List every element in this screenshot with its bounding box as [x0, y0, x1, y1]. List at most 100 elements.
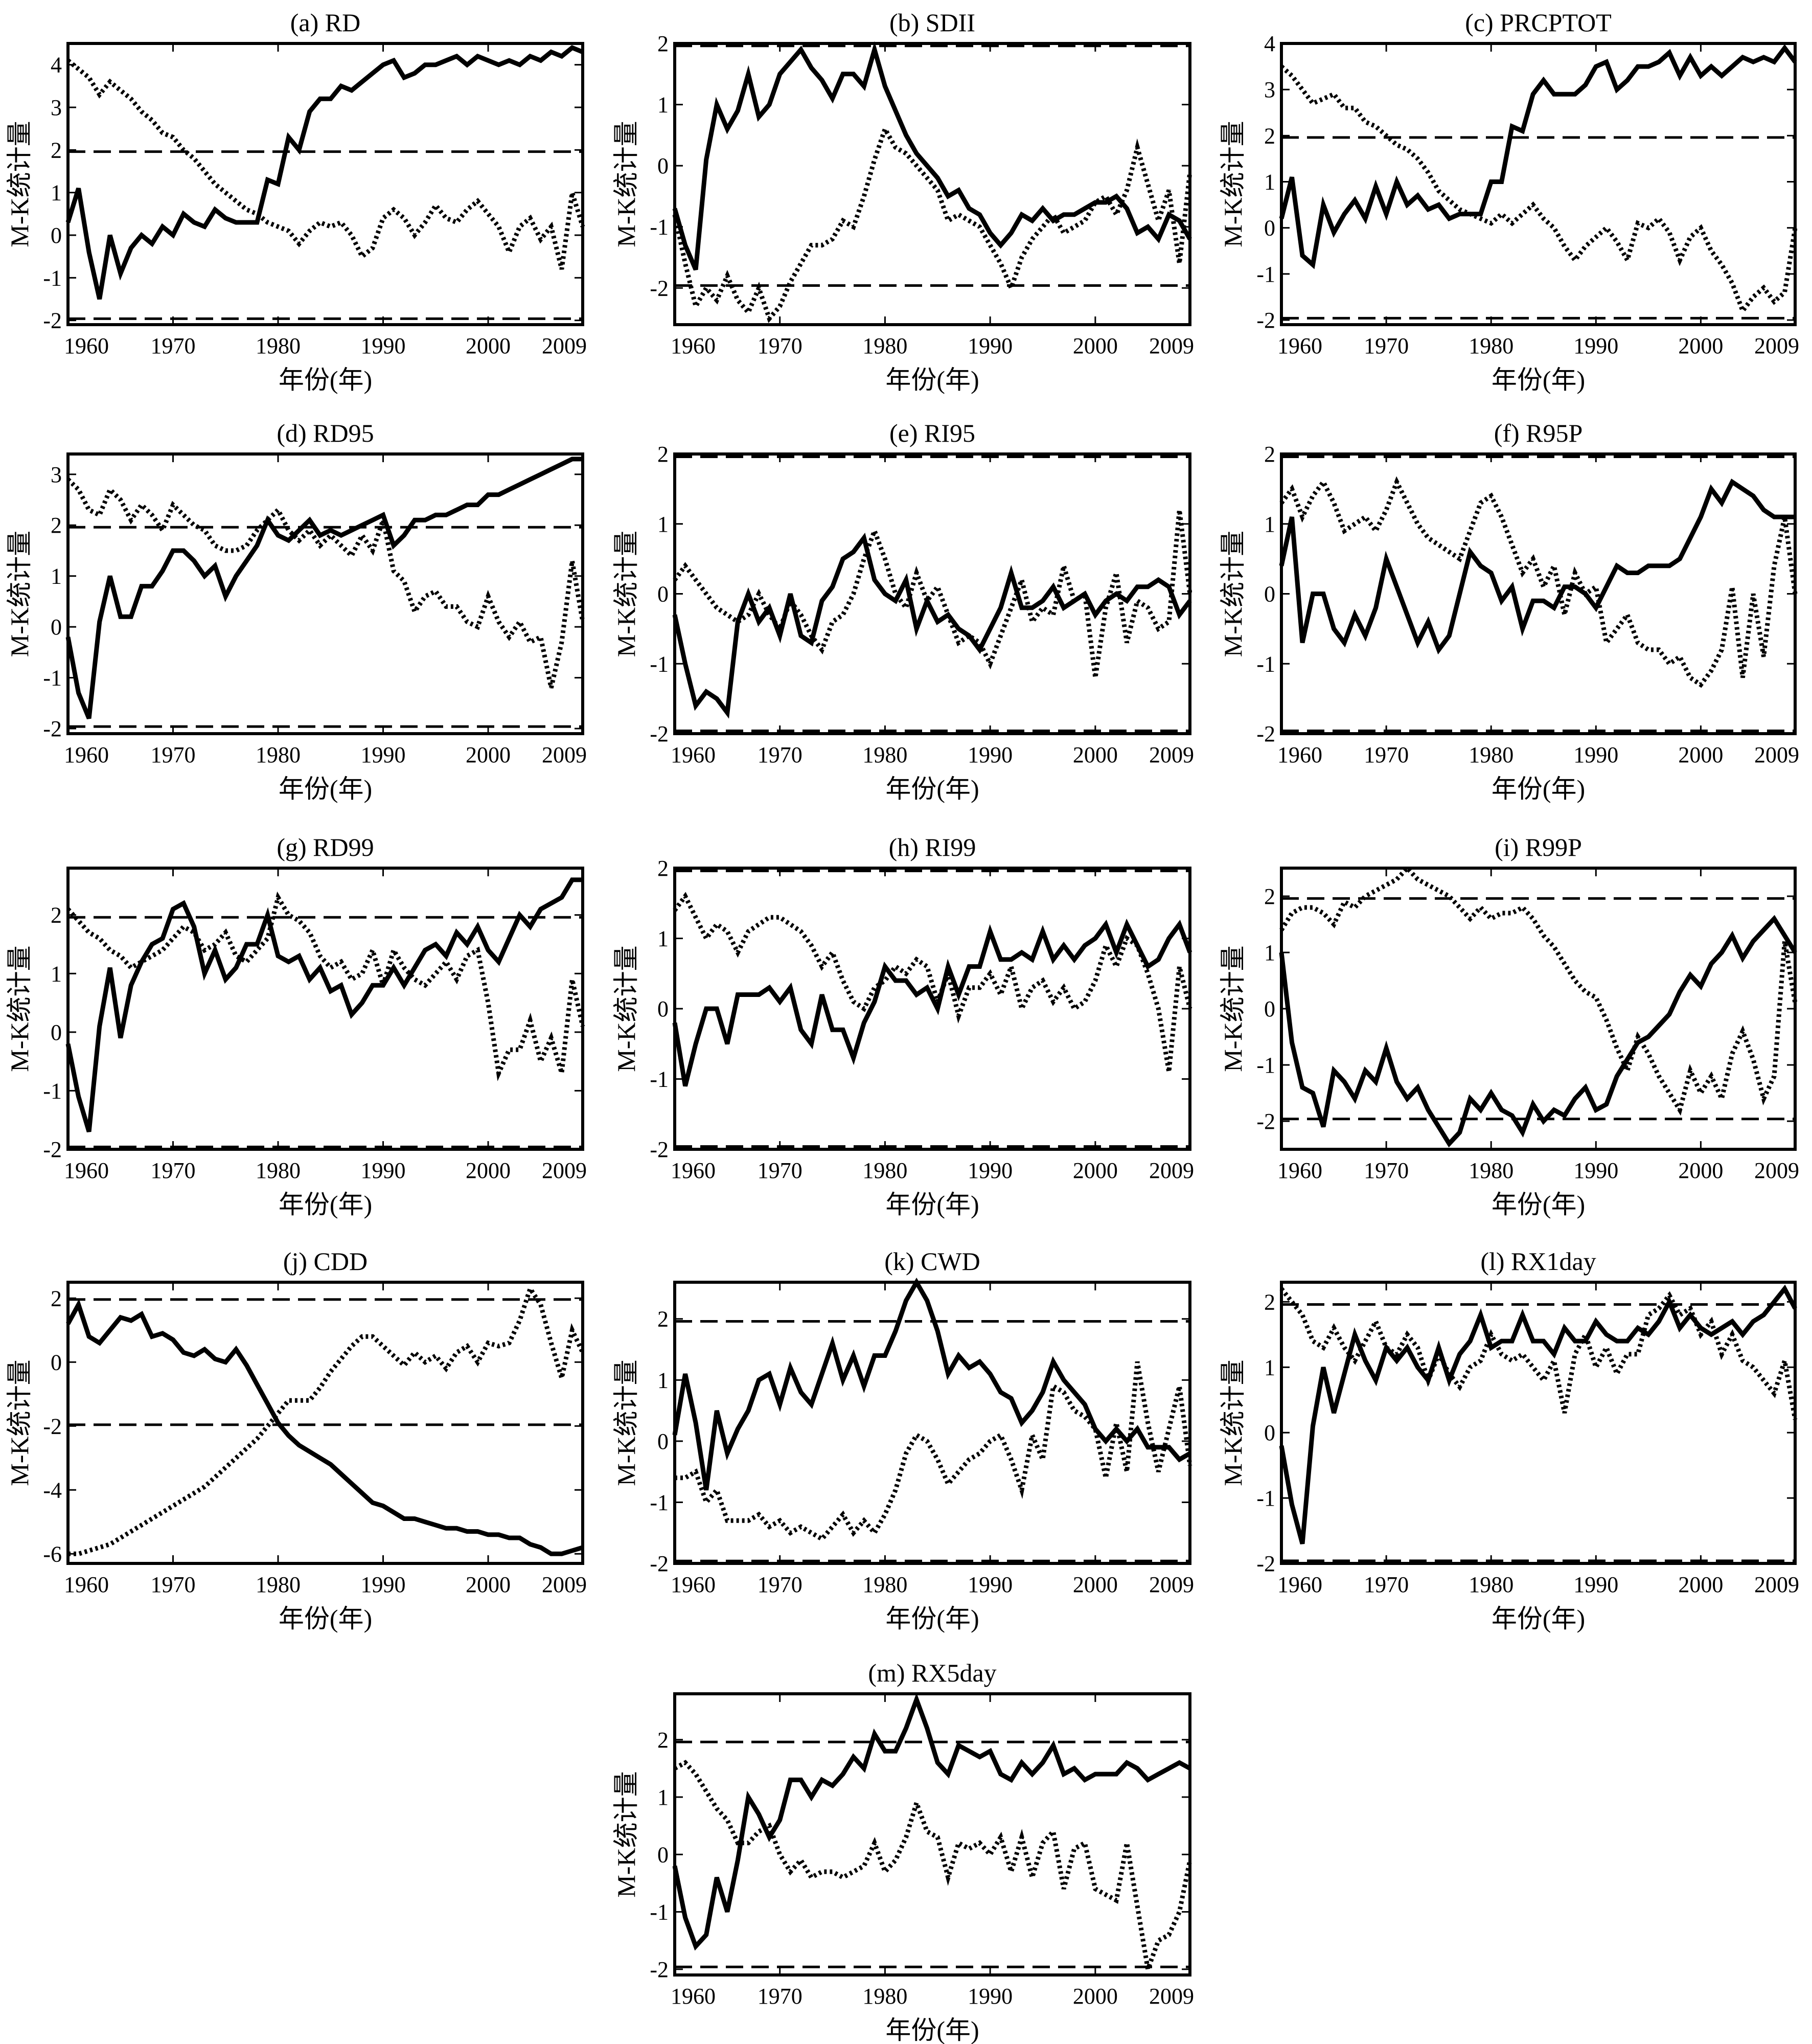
- y-tick-label: 2: [51, 903, 62, 928]
- plot-frame: [1280, 452, 1797, 735]
- x-axis-label: 年份(年): [885, 366, 979, 394]
- ub-backward-series-line: [673, 1760, 1192, 1979]
- x-tick-label: 1960: [671, 333, 716, 358]
- chart-title: (m) RX5day: [868, 1659, 996, 1687]
- y-tick-label: -1: [1256, 1053, 1275, 1078]
- y-tick-label: 1: [1264, 940, 1275, 965]
- chart-title: (j) CDD: [283, 1247, 368, 1276]
- x-tick-label: 1960: [671, 1984, 716, 2009]
- y-tick-label: 1: [1264, 1355, 1275, 1380]
- x-axis-label: 年份(年): [885, 1190, 979, 1219]
- plot-frame: [66, 452, 584, 735]
- x-tick-label: 1990: [361, 742, 406, 767]
- y-axis-label: M-K统计量: [1219, 121, 1247, 247]
- y-tick-label: 2: [657, 856, 669, 881]
- x-tick-label: 1990: [968, 1572, 1013, 1597]
- y-axis-label: M-K统计量: [612, 1771, 640, 1897]
- x-tick-label: 1980: [862, 1984, 907, 2009]
- y-tick-label: -2: [43, 1137, 62, 1162]
- x-tick-label: 1990: [968, 742, 1013, 767]
- y-tick-label: -2: [43, 716, 62, 741]
- ub-backward-series-line: [673, 509, 1192, 678]
- x-tick-label: 2000: [1678, 1158, 1723, 1183]
- x-axis-label: 年份(年): [279, 1190, 372, 1219]
- x-tick-label: 2009: [542, 1158, 587, 1183]
- uf-forward-series-line: [65, 45, 584, 300]
- y-tick-label: -2: [650, 1137, 669, 1162]
- chart-title: (f) R95P: [1494, 419, 1583, 447]
- x-tick-label: 1990: [1573, 1572, 1618, 1597]
- x-tick-label: 1990: [1573, 333, 1618, 358]
- chart-title: (l) RX1day: [1480, 1247, 1596, 1276]
- y-tick-label: 3: [1264, 77, 1275, 102]
- uf-forward-series-line: [66, 1299, 584, 1556]
- y-tick-label: 0: [1264, 1420, 1275, 1445]
- x-tick-label: 1970: [1364, 1158, 1409, 1183]
- y-tick-label: 3: [51, 95, 62, 120]
- x-tick-label: 1970: [758, 333, 802, 358]
- chart-title: (b) SDII: [889, 8, 975, 37]
- y-tick-label: 4: [1264, 31, 1275, 56]
- y-tick-label: 2: [1264, 442, 1275, 467]
- uf-forward-series-line: [672, 1277, 1191, 1491]
- x-axis-label: 年份(年): [279, 366, 372, 394]
- y-tick-label: 1: [51, 961, 62, 986]
- chart-title: (i) R99P: [1495, 833, 1582, 861]
- y-tick-label: -4: [43, 1478, 62, 1503]
- y-tick-label: 4: [51, 53, 62, 78]
- ub-backward-series-line: [1279, 1287, 1798, 1420]
- x-tick-label: 1970: [1364, 742, 1409, 767]
- x-tick-label: 1980: [862, 1158, 907, 1183]
- x-tick-label: 1970: [151, 742, 196, 767]
- y-tick-label: -1: [650, 215, 669, 240]
- y-tick-label: -1: [650, 1067, 669, 1092]
- y-axis-label: M-K统计量: [612, 121, 640, 247]
- y-tick-label: -1: [650, 1900, 669, 1925]
- y-tick-label: -2: [1256, 1109, 1275, 1134]
- uf-forward-series-line: [65, 457, 583, 719]
- ub-backward-series-line: [1279, 865, 1798, 1116]
- x-tick-label: 2009: [1149, 742, 1194, 767]
- y-axis-label: M-K统计量: [1219, 1359, 1247, 1486]
- ub-backward-series-line: [66, 891, 585, 1081]
- x-tick-label: 2000: [1073, 333, 1118, 358]
- y-tick-label: 0: [657, 996, 669, 1021]
- uf-forward-series-line: [1279, 479, 1795, 655]
- ub-backward-series-line: [673, 892, 1192, 1073]
- y-axis-label: M-K统计量: [5, 531, 34, 657]
- y-tick-label: 1: [657, 1368, 669, 1393]
- x-axis-label: 年份(年): [1492, 1604, 1585, 1633]
- y-tick-label: -1: [1256, 262, 1275, 287]
- x-tick-label: 1980: [862, 1572, 907, 1597]
- x-tick-label: 1990: [1573, 1158, 1618, 1183]
- x-tick-label: 1970: [758, 1158, 802, 1183]
- y-tick-label: 0: [657, 1842, 669, 1867]
- plot-frame: [66, 1281, 584, 1565]
- y-tick-label: -1: [650, 651, 669, 676]
- y-tick-label: 0: [657, 582, 669, 607]
- uf-forward-series-line: [672, 532, 1192, 719]
- x-tick-label: 1970: [151, 1158, 196, 1183]
- y-tick-label: 1: [657, 512, 669, 537]
- x-axis-label: 年份(年): [279, 1604, 372, 1633]
- y-tick-label: 2: [51, 138, 62, 163]
- x-tick-label: 2000: [1073, 1984, 1118, 2009]
- y-tick-label: 0: [51, 1020, 62, 1045]
- x-tick-label: 2000: [1678, 333, 1723, 358]
- x-tick-label: 1980: [256, 333, 301, 358]
- x-tick-label: 1970: [1364, 333, 1409, 358]
- chart-title: (d) RD95: [277, 419, 374, 447]
- x-tick-label: 1980: [1469, 1158, 1513, 1183]
- uf-forward-series-line: [672, 918, 1192, 1087]
- y-tick-label: -1: [1256, 651, 1275, 676]
- y-tick-label: 1: [657, 926, 669, 951]
- y-axis-label: M-K统计量: [1219, 945, 1247, 1072]
- x-tick-label: 2000: [466, 1572, 511, 1597]
- x-tick-label: 1990: [361, 1572, 406, 1597]
